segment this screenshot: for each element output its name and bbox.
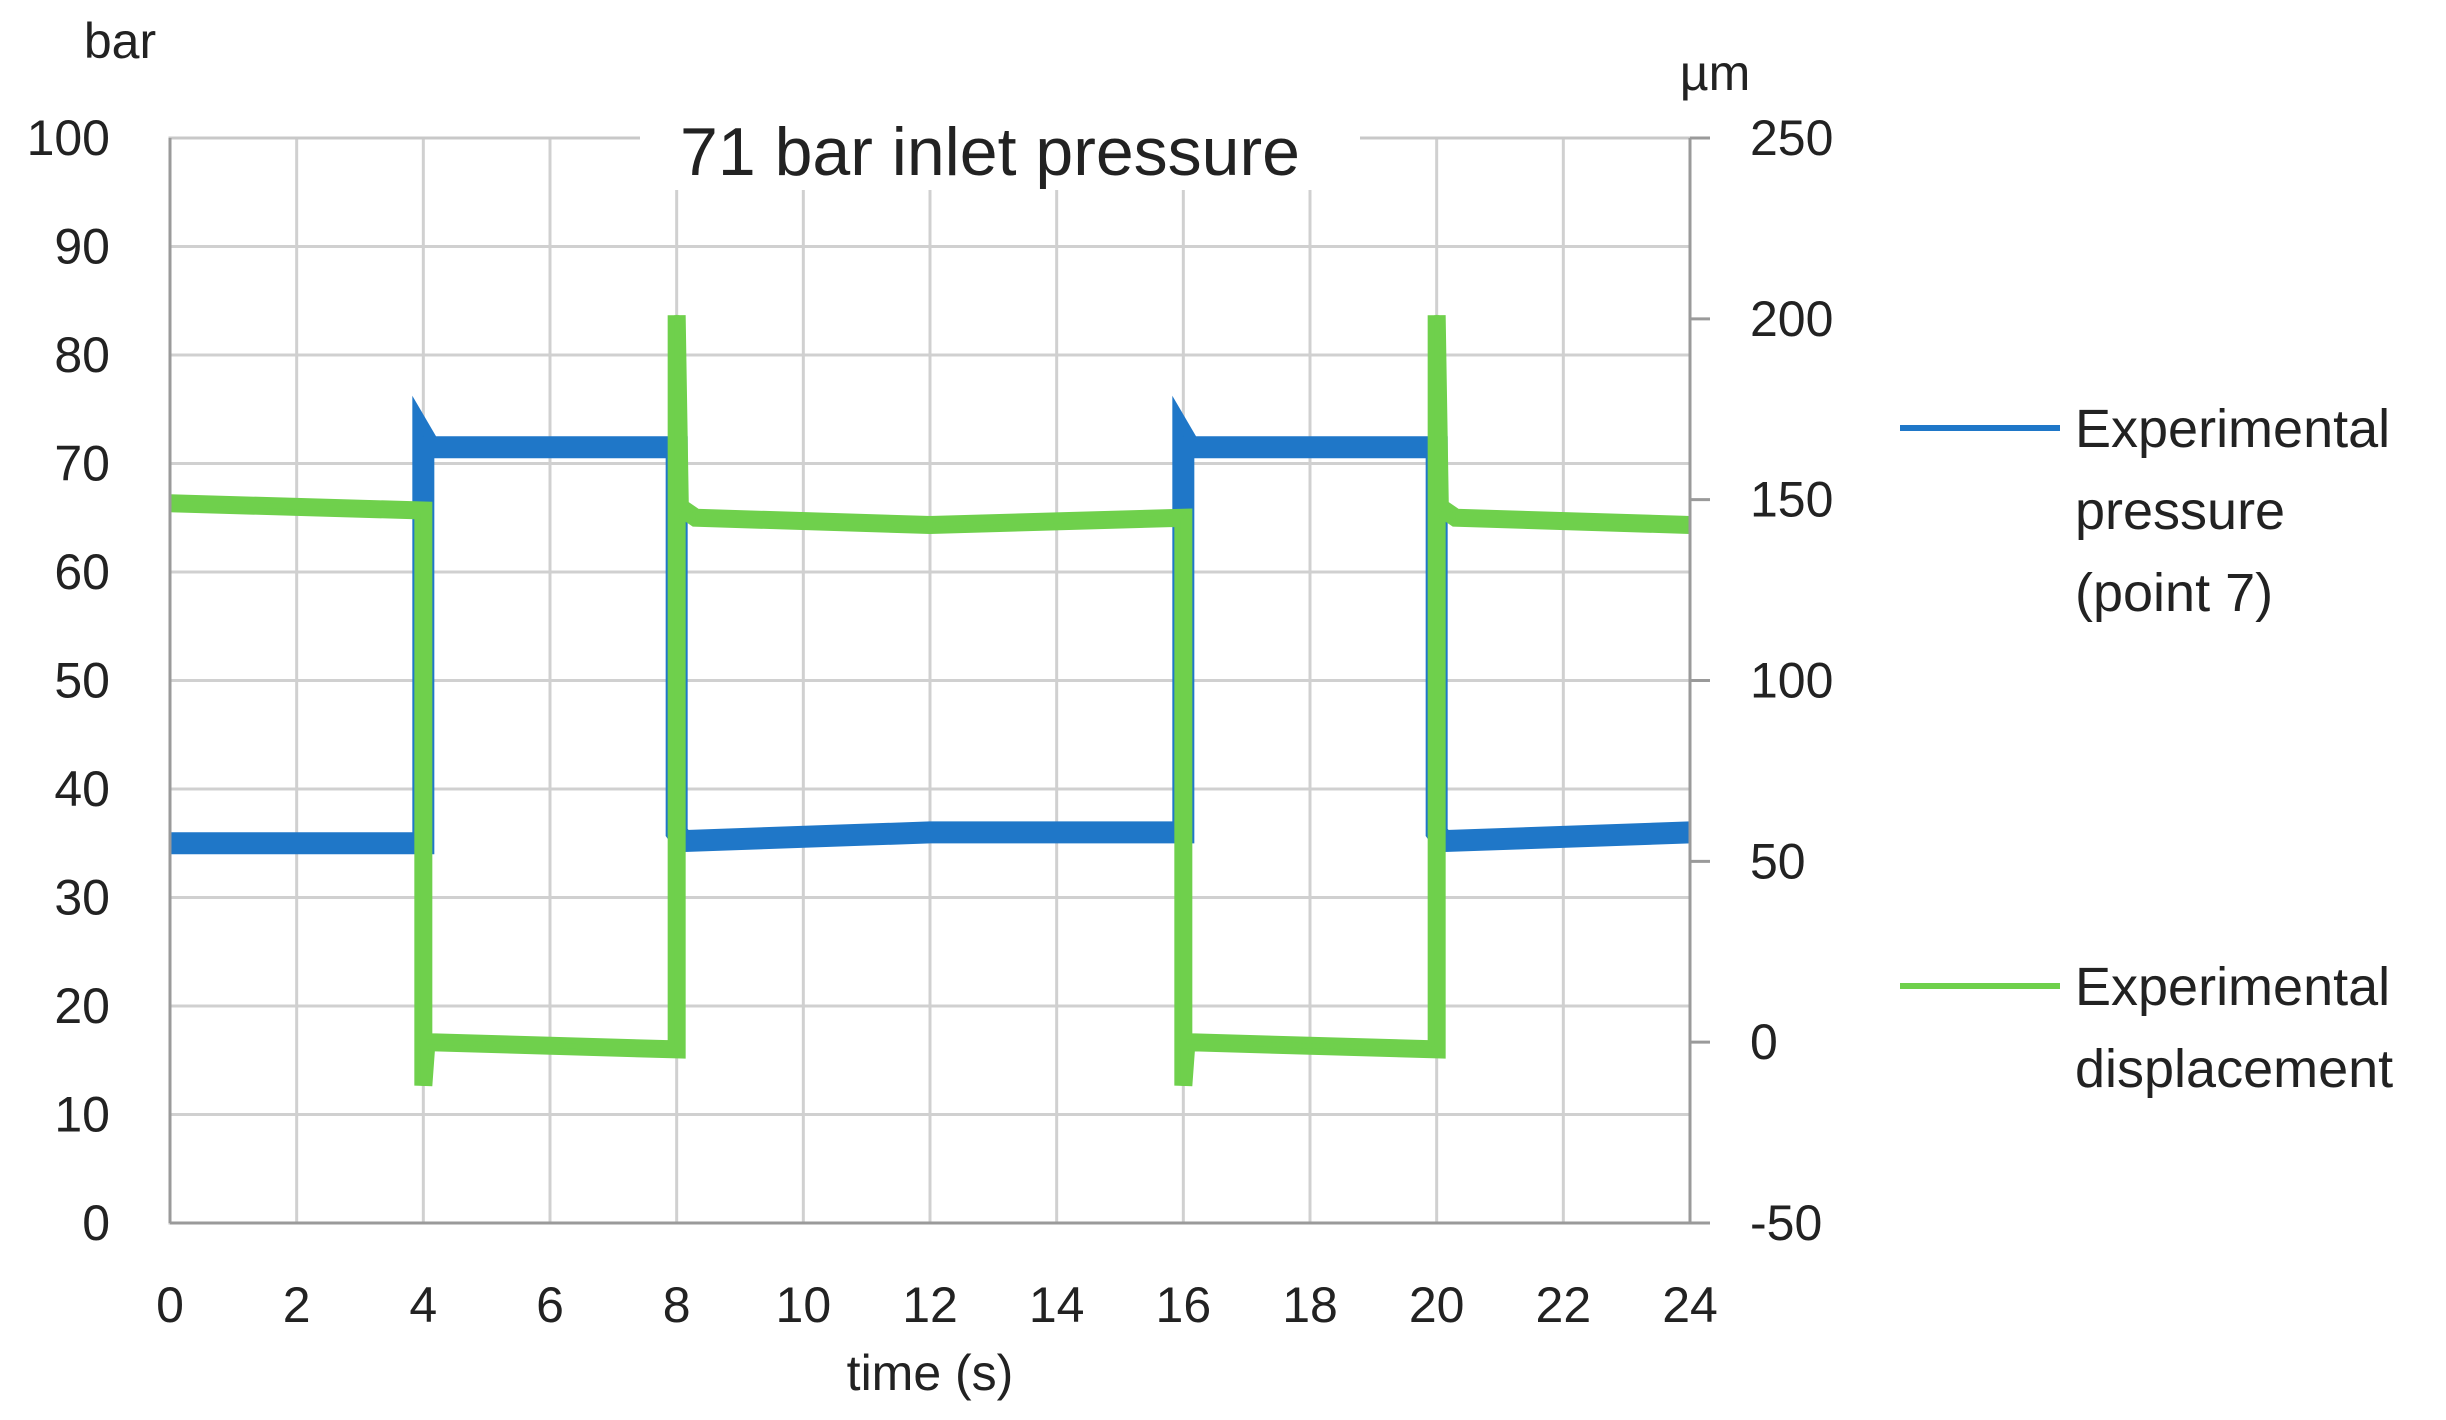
data-point-pressure: [429, 446, 431, 448]
y-left-tick-label: 40: [54, 761, 110, 817]
y-right-tick-label: 50: [1750, 833, 1806, 889]
legend-label-pressure: Experimental pressure (point 7): [2075, 399, 2405, 623]
y-left-unit-label: bar: [84, 13, 156, 69]
y-left-tick-label: 90: [54, 219, 110, 275]
x-tick-label: 24: [1662, 1277, 1718, 1333]
data-point-displacement: [1182, 517, 1184, 519]
data-point-displacement: [422, 1085, 424, 1087]
legend-label-pressure-line3: (point 7): [2075, 563, 2273, 623]
data-point-displacement: [1436, 1048, 1438, 1050]
y-left-tick-label: 20: [54, 978, 110, 1034]
data-point-displacement: [1455, 517, 1457, 519]
x-tick-label: 0: [156, 1277, 184, 1333]
y-left-tick-label: 50: [54, 653, 110, 709]
x-tick-label: 18: [1282, 1277, 1338, 1333]
legend-label-displacement-line1: Experimental: [2075, 957, 2390, 1017]
data-point-pressure: [1182, 435, 1184, 437]
y-left-tick-label: 0: [82, 1195, 110, 1251]
y-left-tick-label: 100: [27, 110, 110, 166]
legend-label-pressure-line2: pressure: [2075, 481, 2285, 541]
data-point-pressure: [929, 831, 931, 833]
data-point-pressure: [1189, 446, 1191, 448]
data-point-displacement: [1436, 314, 1438, 316]
legend-label-displacement-line2: displacement: [2075, 1039, 2393, 1099]
data-point-displacement: [1439, 506, 1441, 508]
x-tick-label: 12: [902, 1277, 958, 1333]
data-point-displacement: [426, 1041, 427, 1043]
data-point-displacement: [676, 314, 678, 316]
y-left-tick-label: 60: [54, 544, 110, 600]
y-left-tick-label: 70: [54, 436, 110, 492]
data-point-displacement: [1182, 1085, 1184, 1087]
series-layer: [169, 314, 1691, 1087]
y-left-tick-label: 30: [54, 870, 110, 926]
data-point-displacement: [296, 506, 298, 508]
x-tick-label: 4: [409, 1277, 437, 1333]
x-tick-label: 20: [1409, 1277, 1465, 1333]
data-point-pressure: [422, 435, 424, 437]
chart-title: 71 bar inlet pressure: [680, 114, 1300, 190]
legend: Experimental pressure (point 7) Experime…: [1900, 399, 2405, 1099]
y-right-unit-label: µm: [1680, 45, 1750, 101]
y-right-tick-label: -50: [1750, 1195, 1822, 1251]
y-right-tick-label: 150: [1750, 472, 1833, 528]
x-tick-label: 10: [776, 1277, 832, 1333]
y-left-tick-label: 80: [54, 327, 110, 383]
legend-label-pressure-line1: Experimental: [2075, 399, 2390, 459]
x-tick-label: 2: [283, 1277, 311, 1333]
y-left-tick-label: 10: [54, 1087, 110, 1143]
data-point-displacement: [695, 517, 697, 519]
y-right-tick-label: 0: [1750, 1014, 1778, 1070]
y-right-tick-label: 250: [1750, 110, 1833, 166]
data-point-displacement: [676, 1048, 678, 1050]
legend-label-displacement: Experimental displacement: [2075, 957, 2405, 1099]
title-background: [640, 110, 1360, 190]
y-right-tick-label: 200: [1750, 291, 1833, 347]
series-line-displacement-spikes: [169, 315, 1691, 1086]
x-tick-label: 16: [1156, 1277, 1212, 1333]
x-tick-label: 22: [1536, 1277, 1592, 1333]
axes-layer: 0 2 4 6 8 10 12 14 16 18 20 22 240102030405060708090…: [27, 110, 1834, 1333]
y-right-tick-label: 100: [1750, 653, 1833, 709]
x-tick-label: 14: [1029, 1277, 1085, 1333]
x-axis-label: time (s): [847, 1345, 1014, 1401]
data-point-displacement: [929, 524, 931, 526]
grid: [168, 136, 1692, 1225]
x-tick-label: 8: [663, 1277, 691, 1333]
data-point-displacement: [422, 510, 424, 512]
x-tick-label: 6: [536, 1277, 564, 1333]
data-point-displacement: [1186, 1041, 1187, 1043]
data-point-displacement: [679, 506, 681, 508]
